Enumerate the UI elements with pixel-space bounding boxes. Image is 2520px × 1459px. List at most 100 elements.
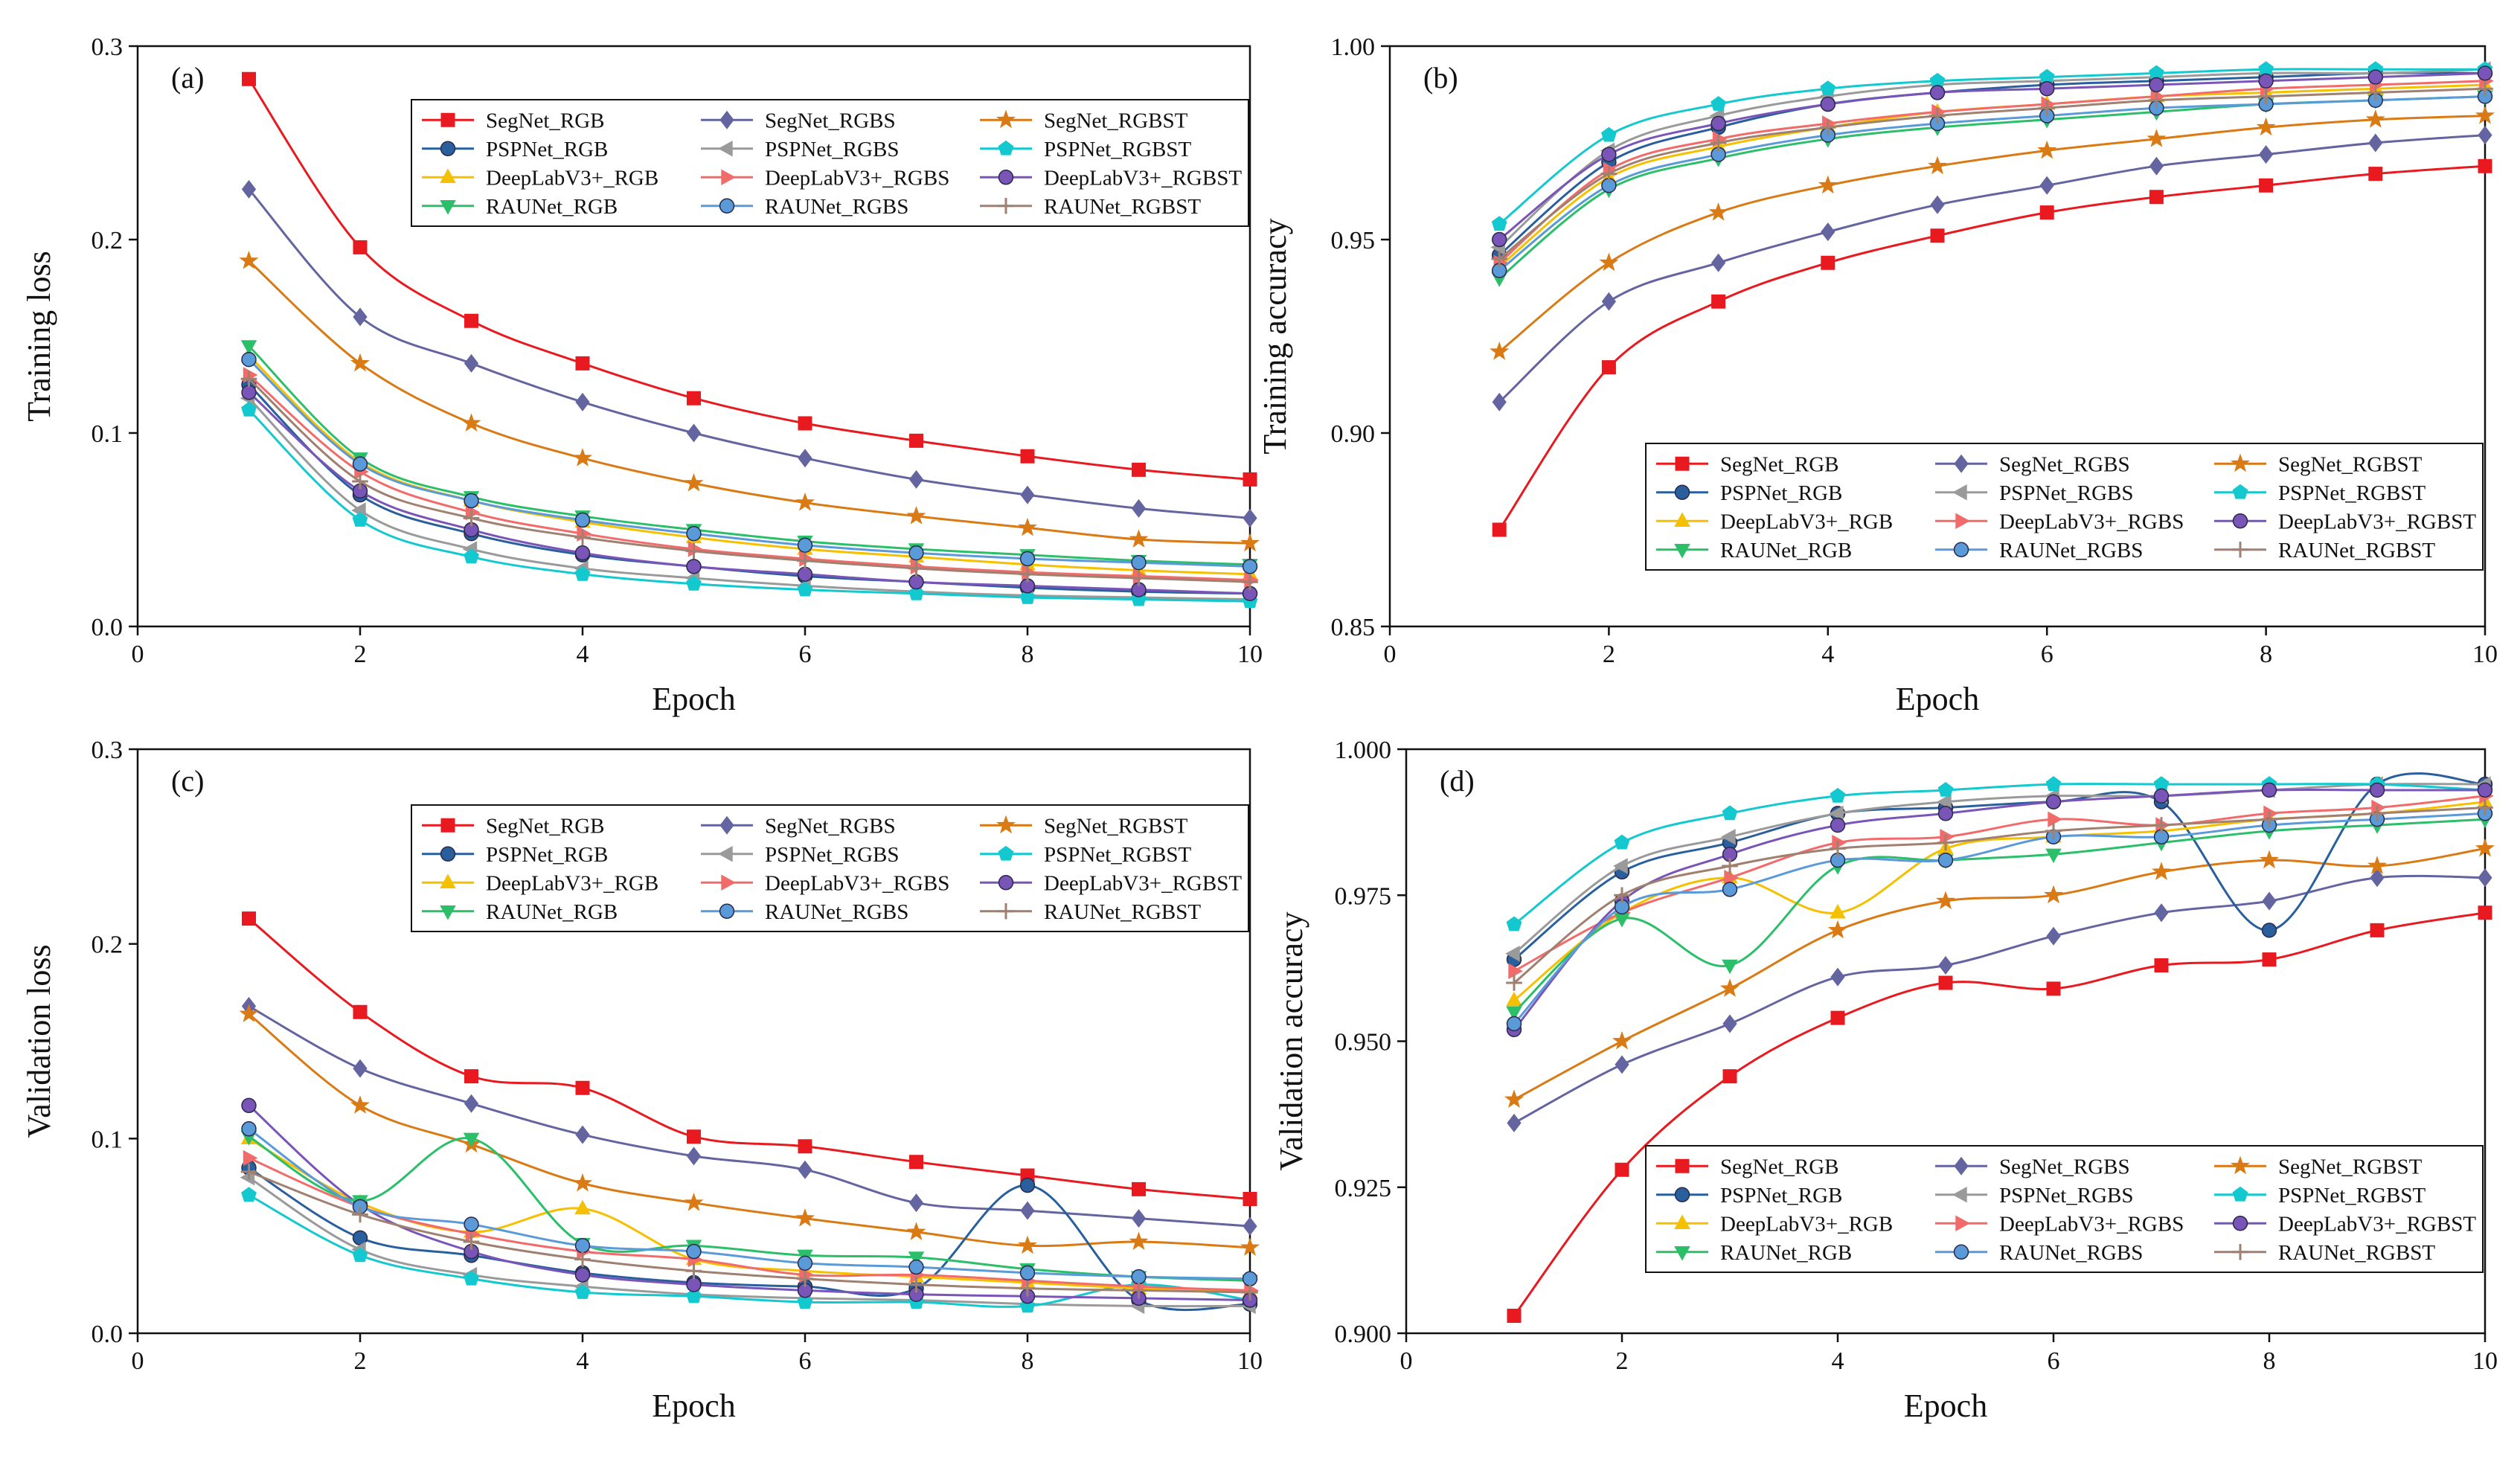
data-point: [1827, 920, 1848, 939]
data-point: [1615, 1162, 1629, 1177]
data-point: [1506, 916, 1522, 931]
legend-item: DeepLabV3+_RGBST: [2214, 510, 2476, 533]
data-point: [1830, 787, 1846, 803]
legend-marker: [719, 110, 734, 129]
data-point: [1240, 1237, 1260, 1256]
data-point: [1820, 96, 1836, 112]
data-point: [574, 529, 591, 546]
data-point: [2478, 868, 2492, 888]
x-axis-label: Epoch: [652, 681, 735, 717]
data-point: [1020, 485, 1035, 504]
series-line: [1513, 911, 2485, 1317]
data-point: [1722, 959, 1738, 975]
legend-item: DeepLabV3+_RGBST: [2214, 1212, 2476, 1236]
x-tick-label: 4: [1832, 1347, 1844, 1375]
data-point: [2258, 73, 2274, 89]
legend-marker: [998, 875, 1014, 891]
legend-item: RAUNet_RGBS: [1935, 1241, 2143, 1265]
data-point: [1131, 1209, 1147, 1228]
data-point: [1019, 589, 1036, 604]
data-point: [1937, 834, 1954, 851]
legend-item: DeepLabV3+_RGBST: [980, 166, 1242, 190]
x-tick-label: 8: [1022, 1347, 1034, 1375]
data-point: [2256, 117, 2276, 136]
legend-marker: [1674, 512, 1690, 527]
legend-marker: [440, 905, 456, 920]
data-point: [1490, 341, 1510, 360]
x-tick-label: 6: [2041, 641, 2053, 668]
data-point: [1019, 1280, 1036, 1297]
legend-item: RAUNet_RGBST: [2214, 539, 2435, 562]
series-line: [1498, 134, 2485, 403]
data-point: [1506, 975, 1522, 991]
series-line: [1513, 772, 2485, 961]
legend-label: RAUNet_RGBST: [2278, 1241, 2435, 1265]
series-DeepLabV3+_RGBST: [1492, 65, 2493, 248]
data-point: [464, 548, 479, 564]
legend-item: PSPNet_RGBST: [2214, 481, 2426, 505]
legend-label: DeepLabV3+_RGB: [486, 871, 658, 895]
data-point: [2048, 811, 2062, 827]
series-line: [1513, 847, 2485, 1101]
data-point: [798, 416, 812, 431]
data-point: [798, 1160, 812, 1179]
data-point: [2259, 850, 2280, 869]
legend-item: RAUNet_RGBST: [980, 195, 1201, 219]
data-point: [2475, 838, 2495, 857]
legend-label: DeepLabV3+_RGBS: [1999, 510, 2184, 533]
data-point: [2369, 805, 2385, 822]
data-point: [799, 551, 814, 567]
data-point: [909, 1155, 923, 1170]
data-point: [1938, 955, 1953, 975]
legend-marker: [440, 168, 456, 183]
legend-item: RAUNet_RGB: [422, 900, 618, 924]
legend-label: RAUNet_RGBST: [1044, 195, 1201, 219]
data-point: [239, 251, 259, 269]
legend-label: SegNet_RGBST: [1044, 814, 1188, 838]
legend-item: DeepLabV3+_RGB: [1656, 510, 1893, 533]
data-point: [798, 449, 812, 468]
legend-marker: [2230, 453, 2251, 472]
y-tick-label: 1.00: [1331, 33, 1376, 61]
legend-item: RAUNet_RGBST: [980, 900, 1201, 924]
data-point: [2039, 176, 2054, 195]
legend-marker: [1955, 513, 1970, 529]
data-point: [1929, 107, 1946, 124]
series-RAUNet_RGBST: [240, 1164, 1258, 1301]
data-point: [2371, 799, 2386, 816]
data-point: [574, 565, 591, 581]
data-point: [2154, 958, 2169, 972]
series-RAUNet_RGBS: [241, 1121, 1258, 1286]
legend-item: RAUNet_RGB: [422, 195, 618, 219]
data-point: [574, 545, 591, 561]
series-RAUNet_RGBST: [1506, 799, 2493, 991]
x-tick-label: 8: [1022, 641, 1034, 668]
data-point: [1242, 574, 1258, 590]
data-point: [572, 1173, 593, 1192]
data-point: [240, 1164, 257, 1180]
legend-marker: [719, 815, 734, 835]
series-line: [248, 359, 1250, 568]
data-point: [2368, 133, 2383, 153]
legend-marker: [996, 109, 1016, 129]
legend-label: RAUNet_RGBS: [765, 900, 908, 924]
data-point: [685, 1263, 702, 1280]
data-point: [2046, 981, 2061, 996]
data-point: [795, 1208, 815, 1227]
data-point: [1722, 882, 1738, 897]
legend-marker: [2232, 1186, 2248, 1202]
legend-label: PSPNet_RGBS: [1999, 1184, 2134, 1208]
x-tick-label: 6: [2048, 1347, 2060, 1375]
legend-label: DeepLabV3+_RGBS: [765, 166, 949, 190]
legend-marker: [998, 845, 1014, 861]
x-axis-label: Epoch: [1904, 1388, 1987, 1424]
legend-item: PSPNet_RGB: [1656, 1184, 1842, 1208]
data-point: [910, 558, 926, 575]
series-line: [248, 378, 1250, 583]
legend-label: PSPNet_RGBST: [1044, 843, 1192, 867]
data-point: [1711, 294, 1726, 309]
x-tick-label: 0: [1400, 1347, 1413, 1375]
legend-label: RAUNet_RGB: [486, 195, 618, 219]
legend-label: PSPNet_RGBST: [2278, 1184, 2426, 1208]
data-point: [2261, 782, 2277, 798]
